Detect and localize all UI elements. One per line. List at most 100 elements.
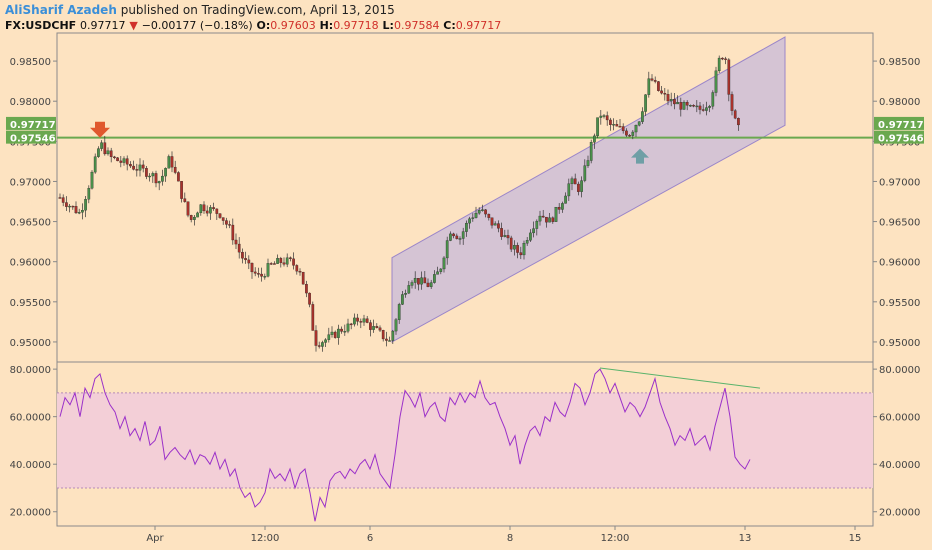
candle-body [516,245,519,253]
candle-body [413,278,417,283]
price-change: −0.00177 (−0.18%) [141,19,253,32]
candle-body [397,304,401,320]
candle-body [586,160,590,166]
candle-body [535,220,539,229]
candle-body [231,224,235,241]
rsi-tick-label-right: 40.0000 [879,460,920,471]
candle-body [257,273,260,275]
candle-body [679,102,683,110]
divergence-line[interactable] [599,367,761,389]
price-label-left: 0.97717 [10,120,56,131]
candle-body [705,107,708,111]
candle-body [349,323,353,326]
candle-body [314,330,318,346]
candle-body [708,106,711,108]
candle-body [676,102,679,105]
candle-body [538,215,542,222]
candle-body [177,172,180,182]
candle-body [125,158,129,165]
candle-body [369,322,372,330]
candle-body [221,217,225,221]
candle-body [84,199,87,211]
candle-body [551,217,555,222]
candle-body [71,205,75,208]
candle-body [212,207,215,210]
candle-body [618,126,622,128]
candle-body [625,130,628,136]
candle-body [122,158,126,163]
last-price: 0.97717 [80,19,126,32]
candle-body [391,330,395,341]
candle-body [692,105,695,107]
price-tick-label-left: 0.98500 [10,57,51,68]
candle-body [471,217,475,219]
candle-body [653,80,657,82]
candle-body [669,99,673,102]
candle-body [727,59,731,95]
high-label: H: [319,19,334,32]
candle-body [506,235,510,239]
close-value: 0.97717 [455,19,502,32]
price-pane[interactable]: 0.985000.985000.980000.980000.975000.975… [6,32,924,363]
candle-body [205,210,209,214]
candle-body [420,277,423,285]
candle-body [474,212,478,218]
candle-body [279,258,283,263]
time-tick-label: Apr [146,533,164,544]
candle-body [637,121,641,126]
price-tick-label-left: 0.95000 [10,338,51,349]
candle-body [426,282,430,287]
price-tick-label-right: 0.97000 [879,177,920,188]
candle-body [493,223,497,226]
rsi-tick-label-right: 60.0000 [879,413,920,424]
candle-body [109,150,113,158]
candle-body [513,245,516,250]
candle-body [442,257,446,270]
time-tick-label: 15 [849,533,862,544]
symbol-label: FX:USDCHF [5,19,77,32]
candle-body [666,94,670,102]
candle-body [93,156,97,173]
price-tick-label-left: 0.95500 [10,298,51,309]
candle-body [359,321,363,323]
price-tick-label-right: 0.96500 [879,218,920,229]
candle-body [129,164,132,167]
candle-body [455,235,459,239]
candle-body [250,262,254,273]
candle-body [644,94,647,112]
candle-body [410,282,414,286]
candle-body [519,252,523,256]
price-tick-label-right: 0.95000 [879,338,920,349]
candle-body [298,270,302,273]
rsi-pane[interactable]: 80.0000 80.0000 60.0000 60.0000 40.0000 40.00… [10,361,921,527]
candle-body [186,201,190,216]
candle-body [199,204,203,214]
published-text: published on TradingView.com, April 13, … [120,3,395,17]
candle-body [285,257,289,265]
candle-body [244,258,247,261]
candle-body [529,232,532,241]
candle-body [621,126,625,132]
rsi-line[interactable] [59,368,751,522]
price-label-left: 0.97546 [10,134,56,145]
candle-body [583,165,587,181]
candle-body [151,173,155,177]
candle-body [724,58,727,60]
candle-body [58,197,62,199]
price-tick-label-left: 0.96500 [10,218,51,229]
candle-body [564,195,567,204]
candle-body [340,328,343,332]
parallel-channel[interactable] [391,36,786,343]
time-tick-label: 12:00 [601,533,630,544]
author-name[interactable]: AliSharif Azadeh [5,3,117,17]
candle-body [196,212,199,218]
low-value: 0.97584 [393,19,440,32]
candle-body [97,148,100,157]
time-axis[interactable]: Apr 12:00 6 8 12:00 13 15 [146,526,861,544]
candle-body [596,117,599,137]
candle-body [733,110,737,119]
candle-body [301,271,305,285]
candle-body [253,271,257,274]
candle-body [100,142,103,149]
